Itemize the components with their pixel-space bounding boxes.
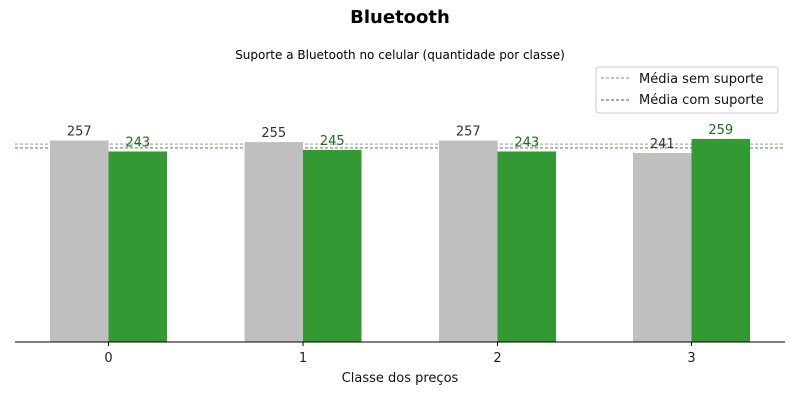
legend-box: [595, 66, 779, 114]
bar-series0-class-0: [50, 140, 109, 342]
bar-series1-class-2: [497, 151, 556, 342]
bar-series1-class-1: [303, 149, 362, 342]
bar-labels-group: 257 243 255 245 257 243 241 259: [67, 123, 733, 152]
bar-value-label-series0-class-3: 241: [650, 137, 675, 152]
bar-series0-class-1: [244, 142, 303, 342]
bar-series1-class-0: [108, 151, 167, 342]
x-axis-ticks: 0 1 2 3: [104, 342, 696, 366]
legend-label-media-com-suporte: Média com suporte: [639, 93, 764, 108]
x-tick-label-1: 1: [299, 351, 307, 366]
x-tick-label-0: 0: [104, 351, 112, 366]
bar-value-label-series0-class-1: 255: [261, 126, 286, 141]
legend-label-media-sem-suporte: Média sem suporte: [639, 72, 763, 87]
chart-title: Bluetooth: [350, 7, 450, 28]
bar-value-label-series0-class-2: 257: [456, 125, 481, 140]
bar-value-label-series1-class-0: 243: [125, 135, 150, 150]
chart-subtitle: Suporte a Bluetooth no celular (quantida…: [235, 48, 565, 62]
bar-value-label-series1-class-3: 259: [708, 123, 733, 138]
bar-series1-class-3: [691, 138, 750, 342]
reference-lines: [15, 143, 785, 149]
legend: Média sem suporte Média com suporte: [595, 66, 779, 114]
x-axis-label: Classe dos preços: [342, 371, 459, 386]
bar-value-label-series0-class-0: 257: [67, 125, 92, 140]
bars-group: [50, 138, 750, 342]
x-tick-label-2: 2: [493, 351, 501, 366]
bar-value-label-series1-class-2: 243: [514, 135, 539, 150]
bar-series0-class-3: [633, 153, 692, 342]
x-tick-label-3: 3: [687, 351, 695, 366]
bar-series0-class-2: [439, 140, 498, 342]
bar-value-label-series1-class-1: 245: [320, 134, 345, 149]
